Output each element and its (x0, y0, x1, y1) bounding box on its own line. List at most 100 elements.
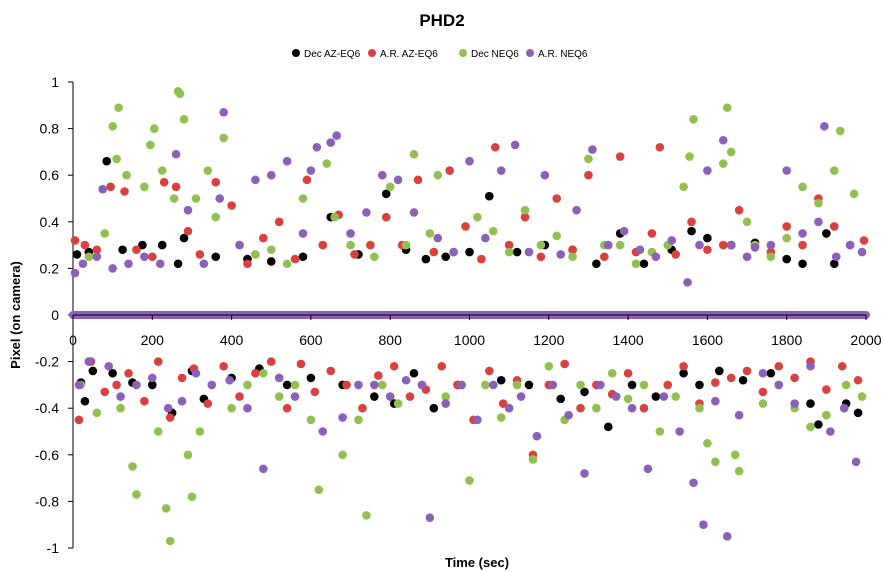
data-point (667, 236, 677, 245)
data-point (251, 175, 260, 185)
data-point (465, 156, 474, 166)
y-tick-label: -0.6 (35, 447, 59, 463)
data-point (655, 142, 665, 152)
data-point (153, 427, 163, 436)
data-point (512, 247, 522, 257)
series-dec-neq6 (76, 87, 867, 546)
data-point (679, 182, 688, 192)
data-point (211, 177, 221, 187)
data-point (774, 361, 784, 371)
data-point (465, 247, 474, 257)
data-point (120, 187, 129, 196)
data-point (322, 159, 332, 168)
y-tick-label: 0.6 (40, 167, 60, 183)
y-tick-label: 0.8 (40, 121, 60, 137)
data-point (118, 245, 127, 255)
data-point (592, 403, 601, 413)
data-point (734, 410, 744, 420)
data-point (74, 415, 84, 425)
y-tick-label: -0.2 (35, 354, 59, 370)
data-point (520, 205, 530, 215)
data-point (806, 399, 815, 408)
data-point (128, 462, 137, 471)
data-points (69, 87, 870, 546)
data-point (790, 399, 799, 408)
legend-label: A.R. NEQ6 (538, 49, 588, 60)
y-axis-title: Pixel (on camera) (8, 261, 23, 369)
data-point (496, 166, 506, 175)
data-point (393, 175, 403, 185)
data-point (790, 373, 799, 383)
data-point (659, 392, 669, 401)
data-point (354, 415, 363, 425)
data-point (556, 394, 565, 404)
legend-item: Dec NEQ6 (459, 49, 519, 60)
data-point (726, 240, 736, 250)
data-point (516, 392, 526, 401)
data-point (798, 259, 807, 269)
legend-label: Dec AZ-EQ6 (304, 49, 361, 60)
data-point (215, 194, 225, 203)
data-point (298, 252, 308, 262)
data-point (853, 408, 863, 418)
data-point (671, 250, 680, 259)
data-point (259, 368, 268, 378)
data-point (568, 252, 577, 262)
data-point (124, 259, 133, 269)
data-point (326, 138, 336, 147)
data-point (149, 124, 159, 133)
data-point (699, 520, 708, 529)
data-point (643, 464, 653, 474)
series-a-r-neq6 (70, 107, 867, 541)
data-point (282, 403, 292, 413)
data-point (148, 373, 157, 383)
data-point (822, 410, 831, 420)
data-point (685, 152, 694, 161)
x-tick-label: 1200 (533, 332, 564, 348)
data-point (171, 149, 181, 159)
data-point (711, 396, 720, 406)
data-point (132, 380, 141, 390)
data-point (758, 399, 768, 408)
data-point (78, 259, 88, 269)
legend: Dec AZ-EQ6 A.R. AZ-EQ6 Dec NEQ6 A.R. NEQ6 (292, 49, 588, 60)
data-point (274, 373, 284, 383)
data-point (138, 240, 147, 250)
legend-marker (526, 49, 534, 57)
data-point (714, 366, 724, 376)
legend-item: A.R. AZ-EQ6 (368, 49, 438, 60)
data-point (481, 233, 490, 243)
data-point (651, 252, 661, 262)
data-point (623, 368, 633, 378)
data-point (580, 469, 589, 478)
data-point (159, 177, 169, 187)
data-point (671, 392, 680, 401)
data-point (173, 259, 183, 269)
data-point (88, 366, 98, 376)
data-point (362, 208, 371, 217)
data-point (512, 380, 522, 390)
data-point (165, 413, 175, 422)
data-point (175, 89, 185, 98)
data-point (146, 140, 155, 150)
data-point (108, 368, 117, 378)
data-point (425, 513, 435, 523)
data-point (326, 366, 336, 376)
data-point (219, 133, 228, 143)
data-point (496, 413, 506, 422)
data-point (98, 184, 108, 194)
data-point (504, 403, 514, 413)
data-point (310, 387, 320, 397)
data-point (441, 399, 451, 408)
data-point (370, 252, 379, 262)
data-point (528, 455, 538, 464)
data-point (92, 252, 102, 262)
data-point (627, 403, 637, 413)
data-point (425, 229, 435, 238)
data-point (332, 131, 341, 140)
data-point (148, 252, 157, 262)
data-point (290, 380, 300, 390)
data-point (401, 240, 411, 250)
chart-title: PHD2 (419, 11, 464, 30)
